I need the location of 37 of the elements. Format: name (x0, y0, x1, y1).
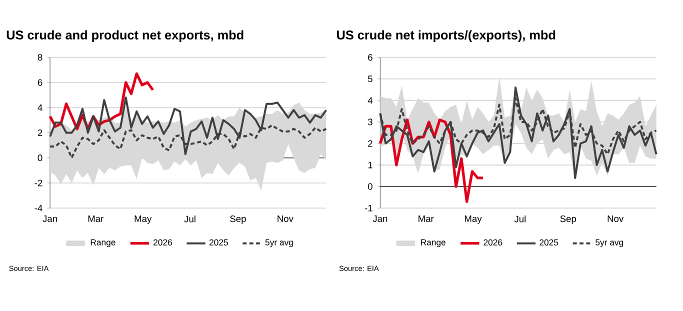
x-tick-label: May (134, 216, 152, 224)
y-tick-label: 4 (368, 97, 373, 104)
legend-label: 2026 (154, 239, 172, 246)
x-tick-label: Jul (184, 216, 196, 222)
y-tick-label: 5 (368, 76, 372, 82)
legend-label: Range (421, 239, 446, 248)
legend-label: 2026 (484, 239, 502, 246)
y-tick-label: 4 (38, 104, 42, 111)
y-tick-label: -4 (34, 204, 42, 212)
x-tick-label: Jan (372, 216, 388, 222)
y-tick-label: 2 (368, 140, 372, 147)
y-tick-label: 0 (38, 154, 42, 162)
y-tick-label: 6 (368, 54, 372, 61)
x-tick-label: Jul (514, 216, 526, 222)
legend-label: Range (90, 239, 116, 248)
x-tick-label: Nov (278, 216, 294, 222)
x-tick-label: Mar (88, 216, 104, 222)
x-tick-label: Sep (560, 216, 576, 224)
x-tick-label: Sep (230, 216, 246, 224)
y-tick-label: -2 (34, 180, 42, 186)
legend-label: 5yr avg (265, 239, 293, 248)
chart-title: US crude and product net exports, mbd (6, 30, 244, 42)
x-tick-label: Mar (418, 216, 434, 222)
legend-label: 2025 (540, 239, 558, 246)
y-tick-label: 8 (38, 54, 42, 61)
y-tick-label: 1 (368, 162, 372, 168)
y-tick-label: 0 (368, 183, 372, 190)
x-tick-label: Nov (608, 216, 624, 222)
y-tick-label: -1 (364, 204, 372, 212)
legend-label: 5yr avg (596, 239, 624, 248)
chart-title: US crude net imports/(exports), mbd (337, 30, 556, 42)
y-tick-label: 2 (38, 130, 42, 136)
x-tick-label: Jan (42, 216, 57, 222)
y-tick-label: 6 (38, 79, 42, 86)
legend-label: 2025 (209, 239, 228, 246)
y-tick-label: 3 (368, 118, 372, 126)
x-tick-label: May (464, 216, 482, 224)
